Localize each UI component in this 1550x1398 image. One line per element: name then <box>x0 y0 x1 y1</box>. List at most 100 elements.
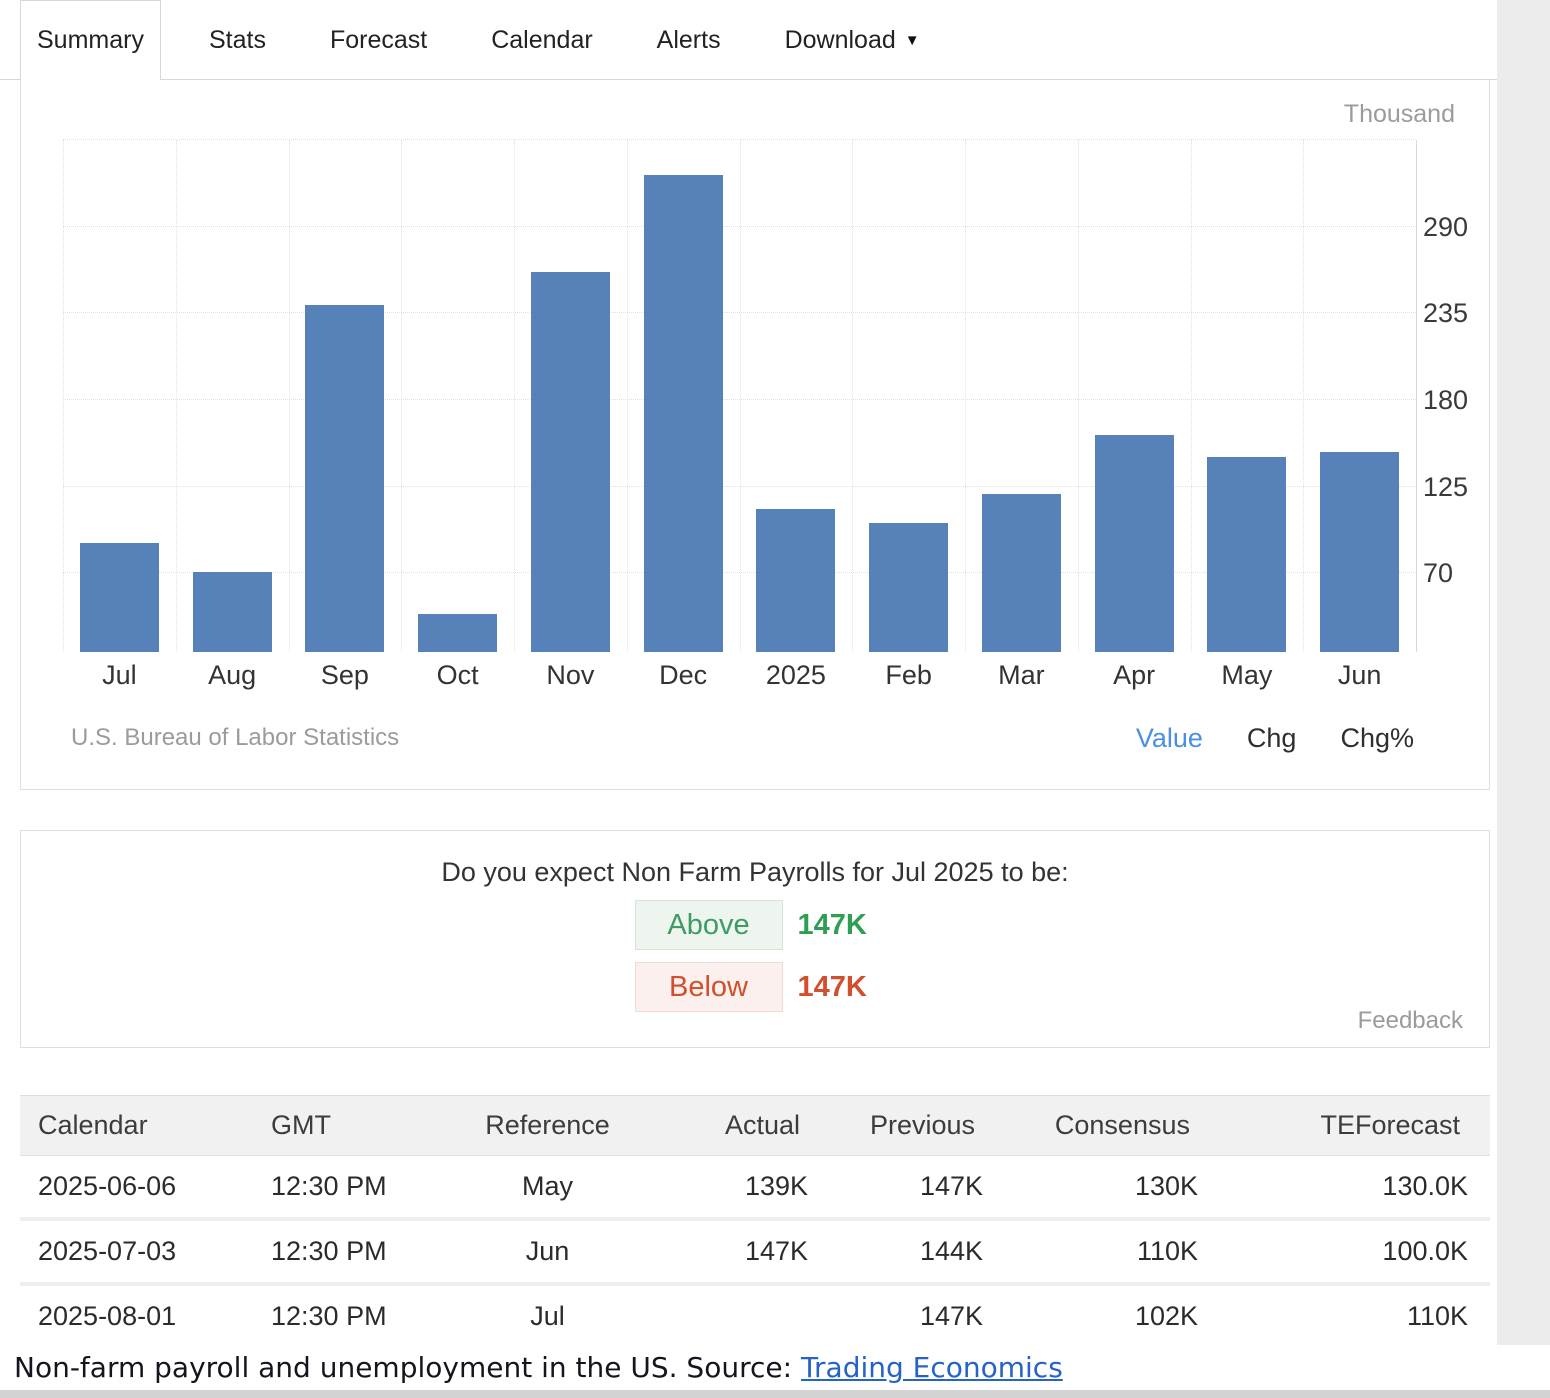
bar-mar[interactable] <box>981 494 1061 652</box>
header-cell-teforecast: TEForecast <box>1320 1110 1460 1140</box>
tab-alerts-label: Alerts <box>656 25 721 54</box>
x-tick-label-jul: Jul <box>102 660 137 690</box>
bar-jul[interactable] <box>79 543 159 652</box>
table-row: 2025-06-06 12:30 PM May 139K 147K 130K 130.0K <box>20 1155 1490 1219</box>
y-tick-label: 290 <box>1423 211 1469 242</box>
table-cell: 110K <box>1005 1219 1220 1284</box>
y-tick-label: 180 <box>1423 384 1469 415</box>
table-cell: 147K <box>830 1155 1005 1219</box>
tab-summary-label: Summary <box>37 26 144 54</box>
table-cell: 12:30 PM <box>270 1219 445 1284</box>
tab-alerts[interactable]: Alerts <box>641 0 737 80</box>
gridline-vertical <box>175 140 177 652</box>
table-cell: 147K <box>830 1284 1005 1349</box>
view-chg-link[interactable]: Chg <box>1246 722 1297 753</box>
feedback-link[interactable]: Feedback <box>1357 1007 1463 1034</box>
bar-dec[interactable] <box>643 174 723 652</box>
x-tick-label-sep: Sep <box>320 660 369 690</box>
bar-aug[interactable] <box>192 571 272 652</box>
header-cell-consensus: Consensus <box>1054 1110 1190 1140</box>
tab-summary[interactable]: Summary <box>20 0 161 80</box>
gridline-horizontal <box>63 572 1416 574</box>
gridline-vertical <box>1190 140 1192 652</box>
x-tick-label-mar: Mar <box>998 660 1045 690</box>
gridline-horizontal <box>63 312 1416 314</box>
table-cell: 2025-06-06 <box>20 1155 270 1219</box>
tab-bar: Summary Stats Forecast Calendar Alerts D… <box>0 0 1497 80</box>
caption-text: Non-farm payroll and unemployment in the… <box>14 1351 793 1384</box>
gridline-horizontal <box>63 485 1416 487</box>
x-tick-label-aug: Aug <box>208 660 257 690</box>
poll-row-below: Below 147K <box>21 962 1489 1012</box>
tab-forecast[interactable]: Forecast <box>314 0 443 80</box>
bar-2025[interactable] <box>756 508 836 652</box>
poll-panel: Do you expect Non Farm Payrolls for Jul … <box>20 830 1490 1048</box>
bar-apr[interactable] <box>1094 434 1174 652</box>
tab-download[interactable]: Download ▼ <box>769 0 936 80</box>
table-cell: 2025-08-01 <box>20 1284 270 1349</box>
x-tick-label-dec: Dec <box>659 660 708 690</box>
bar-nov[interactable] <box>530 272 610 652</box>
y-axis-labels: 70 125 180 235 290 <box>1423 140 1489 652</box>
poll-row-above: Above 147K <box>21 900 1489 950</box>
bar-oct[interactable] <box>418 614 498 652</box>
table-cell: 102K <box>1005 1284 1220 1349</box>
bar-may[interactable] <box>1207 456 1287 652</box>
bar-sep[interactable] <box>305 305 385 652</box>
tab-calendar[interactable]: Calendar <box>475 0 608 80</box>
x-tick-label-apr: Apr <box>1113 660 1156 690</box>
table-cell: 130K <box>1005 1155 1220 1219</box>
chart-footer: U.S. Bureau of Labor Statistics Value Ch… <box>71 716 1414 760</box>
caret-down-icon: ▼ <box>904 31 920 49</box>
chart-panel: Thousand 70 125 180 235 290 Jul Aug Sep Oct Nov D… <box>20 80 1490 790</box>
view-value-link[interactable]: Value <box>1135 722 1203 753</box>
chart-plot <box>63 139 1417 652</box>
page-gutter <box>1497 0 1550 1345</box>
table-cell: May <box>445 1155 650 1219</box>
poll-option-below-button[interactable]: Below <box>634 962 783 1012</box>
poll-question: Do you expect Non Farm Payrolls for Jul … <box>441 857 1069 887</box>
table-cell: 12:30 PM <box>270 1155 445 1219</box>
chart-source-label: U.S. Bureau of Labor Statistics <box>71 724 400 751</box>
header-cell-previous: Previous <box>869 1110 975 1140</box>
bar-jun[interactable] <box>1320 451 1400 652</box>
header-cell-calendar: Calendar <box>38 1110 148 1140</box>
bar-feb[interactable] <box>869 522 949 652</box>
gridline-vertical <box>514 140 515 652</box>
gridline-horizontal <box>63 139 1416 140</box>
table-row: 2025-07-03 12:30 PM Jun 147K 144K 110K 100.0K <box>20 1219 1490 1284</box>
x-tick-label-jun: Jun <box>1337 660 1382 690</box>
header-cell-reference: Reference <box>485 1110 610 1140</box>
table-cell <box>650 1284 830 1349</box>
poll-option-above-button[interactable]: Above <box>634 900 783 950</box>
gridline-vertical <box>1303 140 1305 652</box>
tab-calendar-label: Calendar <box>491 25 593 54</box>
table-cell: 2025-07-03 <box>20 1219 270 1284</box>
x-axis-labels: Jul Aug Sep Oct Nov Dec 2025 Feb Mar Apr May Jun <box>63 660 1416 691</box>
tab-stats[interactable]: Stats <box>193 0 282 80</box>
x-tick-label-nov: Nov <box>546 660 595 690</box>
table-row: 2025-08-01 12:30 PM Jul 147K 102K 110K <box>20 1284 1490 1349</box>
gridline-vertical <box>1416 140 1417 652</box>
tabbar-divider <box>0 79 1497 80</box>
gridline-vertical <box>288 140 290 652</box>
tab-download-label: Download <box>784 25 896 54</box>
source-link[interactable]: Trading Economics <box>801 1351 1063 1384</box>
gridline-vertical <box>626 140 628 652</box>
table-cell: 100.0K <box>1220 1219 1490 1284</box>
calendar-table: Calendar GMT Reference Actual Previous Consen… <box>20 1095 1490 1351</box>
x-tick-label-2025: 2025 <box>765 660 826 690</box>
table-cell: 147K <box>650 1219 830 1284</box>
table-cell: 139K <box>650 1155 830 1219</box>
table-header: Calendar GMT Reference Actual Previous Consen… <box>20 1095 1490 1156</box>
x-tick-label-oct: Oct <box>436 660 479 690</box>
header-cell-actual: Actual <box>724 1110 800 1140</box>
gridline-horizontal <box>63 225 1416 227</box>
gridline-vertical <box>852 140 854 652</box>
gridline-vertical <box>965 140 966 652</box>
table-cell: 130.0K <box>1220 1155 1490 1219</box>
view-chgpct-link[interactable]: Chg% <box>1340 722 1414 753</box>
table-cell: 12:30 PM <box>270 1284 445 1349</box>
gridline-horizontal <box>63 398 1416 400</box>
